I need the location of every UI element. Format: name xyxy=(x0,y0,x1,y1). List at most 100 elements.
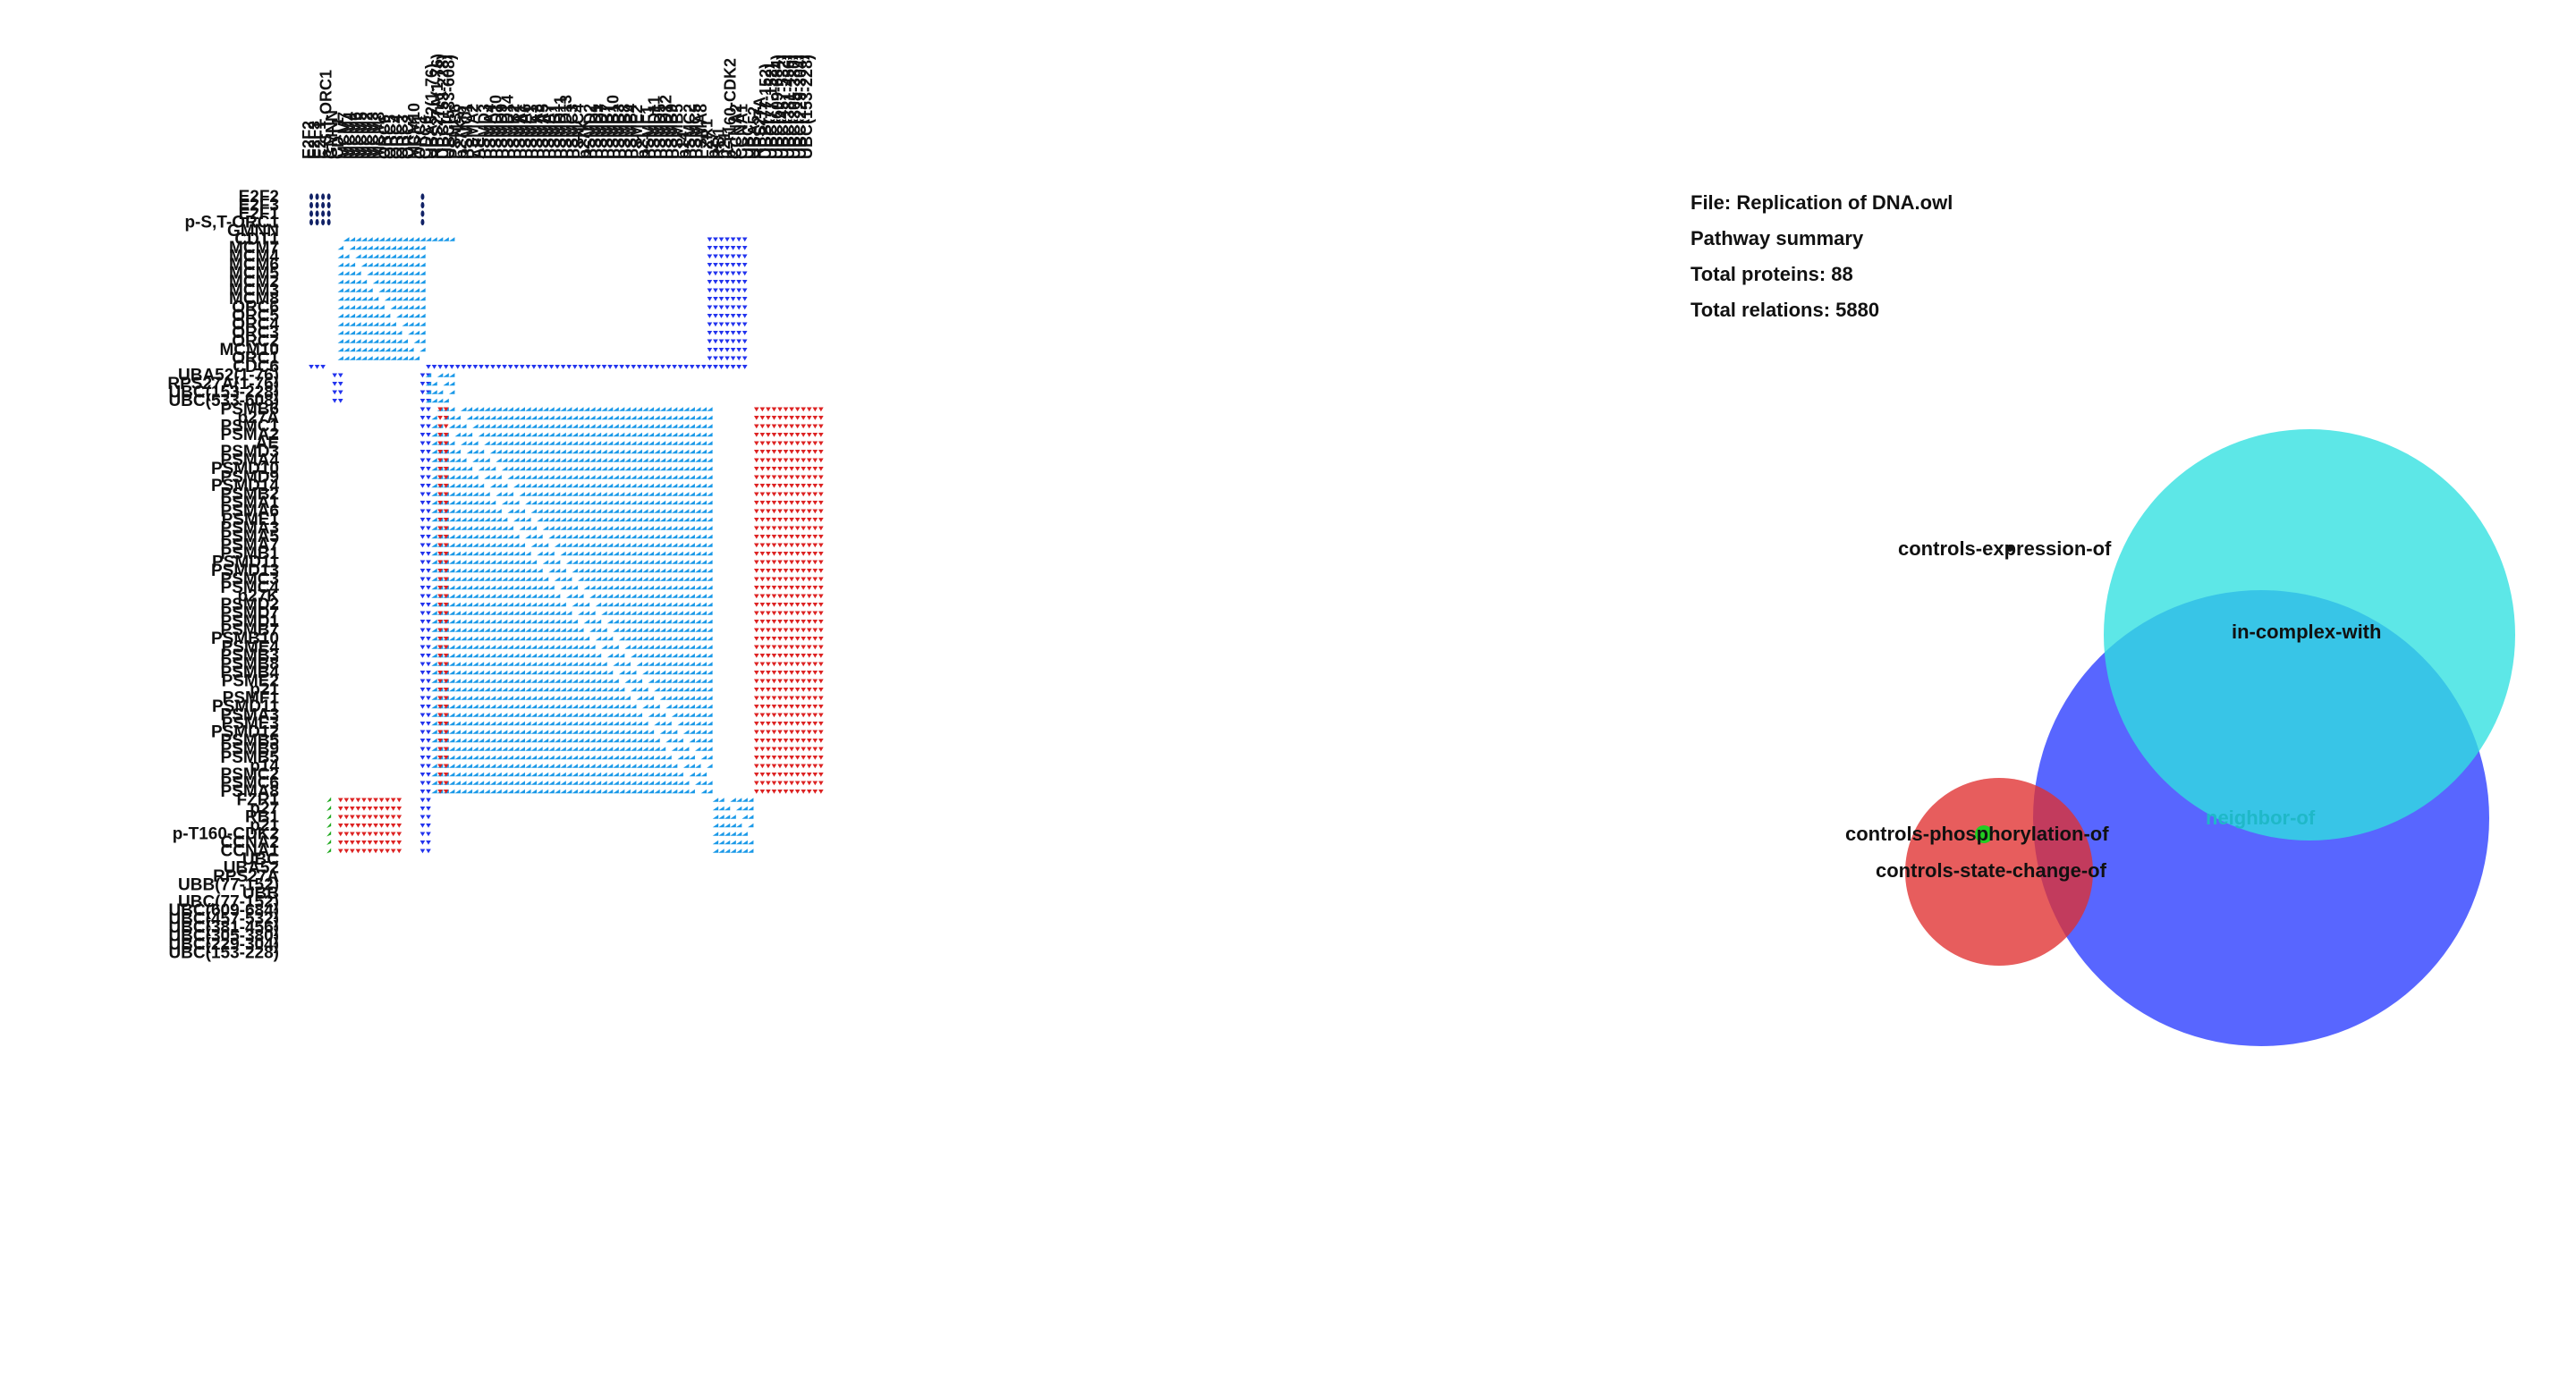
matrix-cell-cyan xyxy=(648,500,655,505)
matrix-cell-red xyxy=(754,756,759,760)
matrix-cell-cyan xyxy=(707,577,713,581)
matrix-cell-blue xyxy=(419,518,426,522)
matrix-cell-cyan xyxy=(572,602,578,607)
matrix-cell-cyan xyxy=(636,577,642,581)
matrix-cell-cyan xyxy=(695,636,701,641)
matrix-cell-cyan xyxy=(396,271,402,275)
matrix-cell-cyan xyxy=(489,500,496,505)
matrix-cell-red xyxy=(337,807,343,811)
matrix-cell-red xyxy=(443,407,449,412)
matrix-cell-cyan xyxy=(560,645,566,649)
matrix-cell-cyan xyxy=(689,509,695,513)
matrix-cell-cyan xyxy=(583,730,590,734)
matrix-cell-cyan xyxy=(530,594,538,598)
matrix-cell-red xyxy=(771,484,777,488)
matrix-cell-red xyxy=(812,628,818,633)
matrix-cell-cyan xyxy=(700,653,708,658)
matrix-cell-cyan xyxy=(700,458,708,462)
matrix-cell-cyan xyxy=(337,262,343,267)
matrix-cell-cyan xyxy=(525,670,531,675)
matrix-cell-red xyxy=(759,407,766,412)
matrix-cell-cyan xyxy=(496,585,502,590)
matrix-cell-cyan xyxy=(466,560,473,564)
matrix-cell-red xyxy=(343,815,350,820)
matrix-cell-red xyxy=(789,433,794,437)
matrix-cell-cyan xyxy=(671,764,678,768)
matrix-cell-red xyxy=(437,671,443,675)
matrix-cell-red xyxy=(806,730,812,735)
matrix-cell-cyan xyxy=(454,594,461,598)
matrix-cell-cyan xyxy=(560,526,566,530)
matrix-cell-cyan xyxy=(525,577,531,581)
matrix-cell-cyan xyxy=(560,704,566,709)
matrix-cell-cyan xyxy=(402,237,408,241)
matrix-cell-cyan xyxy=(560,407,566,411)
matrix-cell-blue xyxy=(613,365,619,369)
matrix-cell-cyan xyxy=(537,534,543,539)
matrix-cell-red xyxy=(759,688,766,692)
matrix-cell-cyan xyxy=(525,585,531,590)
matrix-cell-cyan xyxy=(601,526,607,530)
matrix-cell-cyan xyxy=(654,492,660,496)
matrix-cell-cyan xyxy=(589,585,596,590)
matrix-cell-cyan xyxy=(478,424,485,428)
matrix-cell-cyan xyxy=(413,313,420,318)
matrix-cell-cyan xyxy=(601,441,607,445)
matrix-cell-cyan xyxy=(654,551,660,556)
matrix-cell-red xyxy=(777,424,783,429)
matrix-cell-red xyxy=(437,756,443,760)
matrix-cell-cyan xyxy=(530,475,538,479)
matrix-cell-cyan xyxy=(343,271,350,275)
matrix-cell-red xyxy=(771,781,777,786)
matrix-cell-blue xyxy=(484,365,490,369)
matrix-cell-cyan xyxy=(537,662,543,666)
matrix-cell-cyan xyxy=(700,585,708,590)
column-label: PSMD11 xyxy=(645,96,663,159)
matrix-cell-cyan xyxy=(542,449,549,454)
matrix-cell-blue xyxy=(426,628,431,633)
matrix-cell-cyan xyxy=(519,517,525,522)
row-label: PSMB10 xyxy=(211,629,279,648)
matrix-cell-red xyxy=(367,798,373,803)
matrix-cell-cyan xyxy=(700,713,708,717)
matrix-cell-red xyxy=(771,552,777,556)
matrix-cell-cyan xyxy=(700,407,708,411)
matrix-cell-cyan xyxy=(478,551,485,556)
matrix-cell-cyan xyxy=(478,679,485,683)
column-label: PSMB10 xyxy=(605,95,623,159)
matrix-cell-cyan xyxy=(355,279,361,284)
venn-label-controls-phosphorylation-of: controls-phosphorylation-of xyxy=(1845,823,2109,845)
matrix-cell-blue xyxy=(426,679,431,684)
column-label: PSMC3 xyxy=(564,104,581,159)
matrix-cell-red xyxy=(437,730,443,735)
matrix-cell-cyan xyxy=(489,441,496,445)
matrix-cell-cyan xyxy=(624,560,631,564)
matrix-cell-cyan xyxy=(507,432,513,437)
matrix-cell-blue xyxy=(707,348,713,352)
matrix-cell-red xyxy=(437,450,443,454)
matrix-cell-cyan xyxy=(566,645,572,649)
matrix-cell-cyan xyxy=(595,602,602,607)
matrix-cell-blue xyxy=(736,271,741,276)
matrix-cell-cyan xyxy=(466,517,473,522)
matrix-cell-cyan xyxy=(671,619,678,624)
matrix-cell-blue xyxy=(724,348,730,352)
matrix-cell-cyan xyxy=(631,517,637,522)
matrix-cell-cyan xyxy=(390,339,396,343)
matrix-cell-cyan xyxy=(431,577,437,581)
matrix-cell-cyan xyxy=(648,653,655,658)
column-label: PSMD10 xyxy=(487,95,505,159)
matrix-cell-cyan xyxy=(654,475,660,479)
matrix-cell-cyan xyxy=(624,466,631,471)
matrix-cell-cyan xyxy=(431,458,437,462)
matrix-cell-cyan xyxy=(648,534,655,539)
matrix-cell-cyan xyxy=(449,781,455,785)
matrix-cell-blue xyxy=(419,730,426,735)
column-label: FZR1 xyxy=(698,119,716,159)
matrix-cell-red xyxy=(754,637,759,641)
matrix-cell-cyan xyxy=(519,560,525,564)
matrix-cell-cyan xyxy=(530,568,538,573)
matrix-cell-cyan xyxy=(461,466,467,471)
matrix-cell-cyan xyxy=(472,441,479,445)
column-label: PSMD7 xyxy=(593,104,611,159)
